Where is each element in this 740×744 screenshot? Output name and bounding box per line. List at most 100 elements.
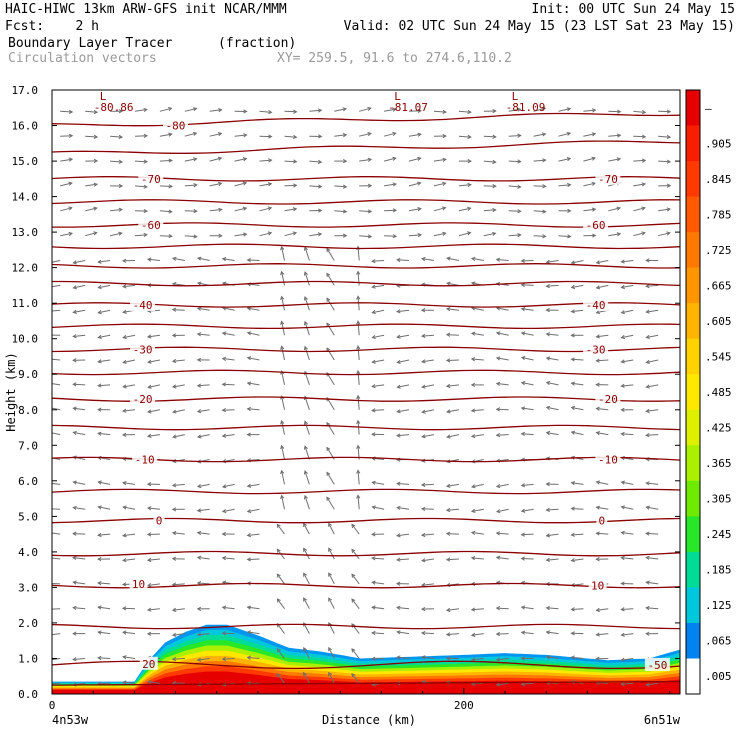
temperature-contour-line — [52, 370, 680, 374]
header-valid-time: Valid: 02 UTC Sun 24 May 15 (23 LST Sat … — [344, 19, 735, 34]
colorbar-label: .785 — [705, 208, 732, 221]
colorbar-segment — [686, 126, 700, 162]
y-tick-label: 15.0 — [12, 155, 39, 168]
vector-head — [48, 556, 51, 559]
y-tick-label: 9.0 — [18, 368, 38, 381]
colorbar-label: – — [705, 102, 712, 115]
vector-shaft — [277, 624, 284, 634]
colorbar-label: .845 — [705, 173, 732, 186]
contour-label: 20 — [142, 658, 155, 671]
minimum-value: -81.09 — [506, 101, 546, 114]
colorbar-label: .605 — [705, 315, 732, 328]
header-vector-name: Circulation vectors — [8, 51, 157, 66]
vector-shaft — [633, 136, 645, 137]
minimum-value: -81.07 — [388, 101, 428, 114]
colorbar-segment — [686, 445, 700, 481]
vector-head — [48, 285, 51, 288]
contour-label: -10 — [598, 454, 618, 467]
x-axis-right-endpoint: 6n51w — [644, 713, 681, 727]
vector-shaft — [73, 384, 85, 385]
temperature-contour-line — [52, 200, 680, 204]
vector-head — [48, 633, 51, 636]
vector-shaft — [277, 599, 284, 609]
colorbar-segment — [686, 339, 700, 375]
vector-shaft — [48, 359, 60, 360]
colorbar-segment — [686, 623, 700, 659]
y-axis-title: Height (km) — [4, 352, 18, 431]
header-field-name: Boundary Layer Tracer — [8, 36, 173, 51]
temperature-contour-line — [52, 624, 680, 628]
contour-label: -40 — [586, 299, 606, 312]
vector-shaft — [352, 525, 359, 535]
y-tick-label: 13.0 — [12, 226, 39, 239]
colorbar-label: .185 — [705, 564, 732, 577]
vector-head — [48, 582, 51, 585]
vector-shaft — [327, 472, 334, 484]
vector-shaft — [60, 136, 72, 137]
colorbar-segment — [686, 197, 700, 233]
colorbar-label: .125 — [705, 599, 732, 612]
contour-label: 10 — [591, 580, 604, 593]
vector-shaft — [522, 559, 534, 560]
y-tick-label: 4.0 — [18, 546, 38, 559]
vector-shaft — [73, 534, 85, 535]
vector-head — [49, 406, 52, 409]
vector-head — [48, 382, 51, 385]
header-field-units: (fraction) — [218, 36, 296, 51]
temperature-contour-line — [52, 141, 680, 153]
y-tick-label: 14.0 — [12, 191, 39, 204]
colorbar-segment — [686, 410, 700, 446]
vector-shaft — [352, 649, 359, 659]
vector-shaft — [497, 409, 509, 410]
vector-shaft — [277, 525, 284, 535]
vector-shaft — [447, 360, 459, 361]
x-tick-label: 0 — [49, 699, 56, 712]
temperature-contour-line — [52, 244, 680, 248]
vector-shaft — [48, 583, 60, 584]
y-tick-label: 1.0 — [18, 653, 38, 666]
colorbar-segment — [686, 481, 700, 517]
colorbar-segment — [686, 232, 700, 268]
contour-label: 0 — [598, 515, 605, 528]
contour-label: -50 — [647, 659, 667, 672]
vector-shaft — [48, 634, 60, 636]
vector-head — [48, 608, 51, 611]
vector-head — [48, 482, 51, 485]
colorbar-label: .665 — [705, 279, 732, 292]
y-tick-label: 8.0 — [18, 404, 38, 417]
colorbar-label: .065 — [705, 635, 732, 648]
vector-shaft — [352, 574, 359, 584]
colorbar-label: .005 — [705, 670, 732, 683]
colorbar-label: .545 — [705, 351, 732, 364]
y-tick-label: 0.0 — [18, 688, 38, 701]
vector-shaft — [248, 559, 260, 560]
contour-label: -30 — [586, 343, 606, 356]
colorbar-label: .305 — [705, 493, 732, 506]
header-forecast-hour: Fcst: 2 h — [5, 19, 99, 34]
colorbar-label: .725 — [705, 244, 732, 257]
colorbar-segment — [686, 374, 700, 410]
vector-head — [48, 682, 51, 685]
contour-label: -20 — [598, 393, 618, 406]
contour-label: -70 — [598, 173, 618, 186]
contour-label: -10 — [135, 454, 155, 467]
temperature-contour-line — [52, 489, 680, 493]
contour-label: -40 — [133, 299, 153, 312]
temperature-contour-line — [52, 425, 680, 429]
contour-label: -60 — [141, 219, 161, 232]
y-tick-label: 3.0 — [18, 581, 38, 594]
colorbar-label: .425 — [705, 422, 732, 435]
vector-shaft — [352, 549, 359, 559]
temperature-contour-line — [52, 114, 680, 126]
temperature-contour-line — [52, 282, 680, 286]
vector-head — [48, 658, 51, 661]
contour-label: -70 — [141, 173, 161, 186]
y-tick-label: 16.0 — [12, 120, 39, 133]
colorbar-segment — [686, 659, 700, 695]
header-model-title: HAIC-HIWC 13km ARW-GFS init NCAR/MMM — [5, 2, 287, 17]
vector-shaft — [497, 608, 509, 609]
colorbar-segment — [686, 90, 700, 126]
vector-head — [48, 456, 51, 459]
y-tick-label: 12.0 — [12, 262, 39, 275]
